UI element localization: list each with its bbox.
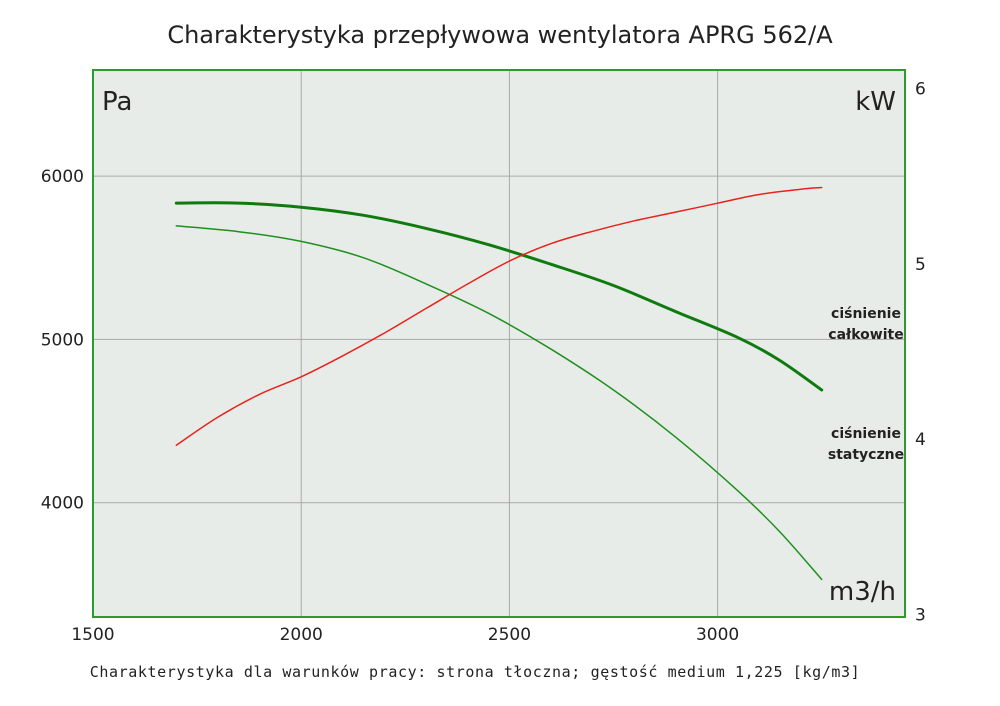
- series-total-pressure-line: [174, 201, 824, 392]
- annotation-total-line-2: całkowite: [828, 327, 903, 343]
- y2-axis-label-kw: kW: [855, 87, 896, 117]
- x-tick-label-2000: 2000: [280, 625, 323, 645]
- data-series: [174, 186, 824, 581]
- chart-title: Charakterystyka przepływowa wentylatora …: [167, 21, 833, 49]
- y2-tick-label-5: 5: [915, 255, 926, 275]
- y-axis-label-pa: Pa: [102, 87, 132, 117]
- annotation-static-line-2: statyczne: [828, 447, 904, 463]
- axis-ticks: 1500 2000 2500 3000 4000 5000 6000 3 4 5 6: [41, 80, 926, 645]
- y-tick-label-4000: 4000: [41, 494, 84, 514]
- y-tick-label-5000: 5000: [41, 330, 84, 350]
- plot-frame: [92, 69, 906, 618]
- series-static-pressure-line: [175, 225, 823, 581]
- plot-area: [93, 70, 905, 617]
- grid-lines: [93, 70, 905, 617]
- x-axis-label-m3h: m3/h: [829, 577, 896, 607]
- series-power-line: [175, 186, 823, 446]
- x-tick-label-3000: 3000: [696, 625, 739, 645]
- curve-annotations: ciśnienie całkowite ciśnienie statyczne: [828, 306, 904, 463]
- chart-caption: Charakterystyka dla warunków pracy: stro…: [90, 663, 860, 681]
- y-tick-label-6000: 6000: [41, 167, 84, 187]
- y2-tick-label-6: 6: [915, 80, 926, 100]
- annotation-total-line-1: ciśnienie: [831, 306, 901, 322]
- x-tick-label-2500: 2500: [488, 625, 531, 645]
- x-tick-label-1500: 1500: [71, 625, 114, 645]
- annotation-static-line-1: ciśnienie: [831, 426, 901, 442]
- y2-tick-label-4: 4: [915, 430, 926, 450]
- y2-tick-label-3: 3: [915, 605, 926, 625]
